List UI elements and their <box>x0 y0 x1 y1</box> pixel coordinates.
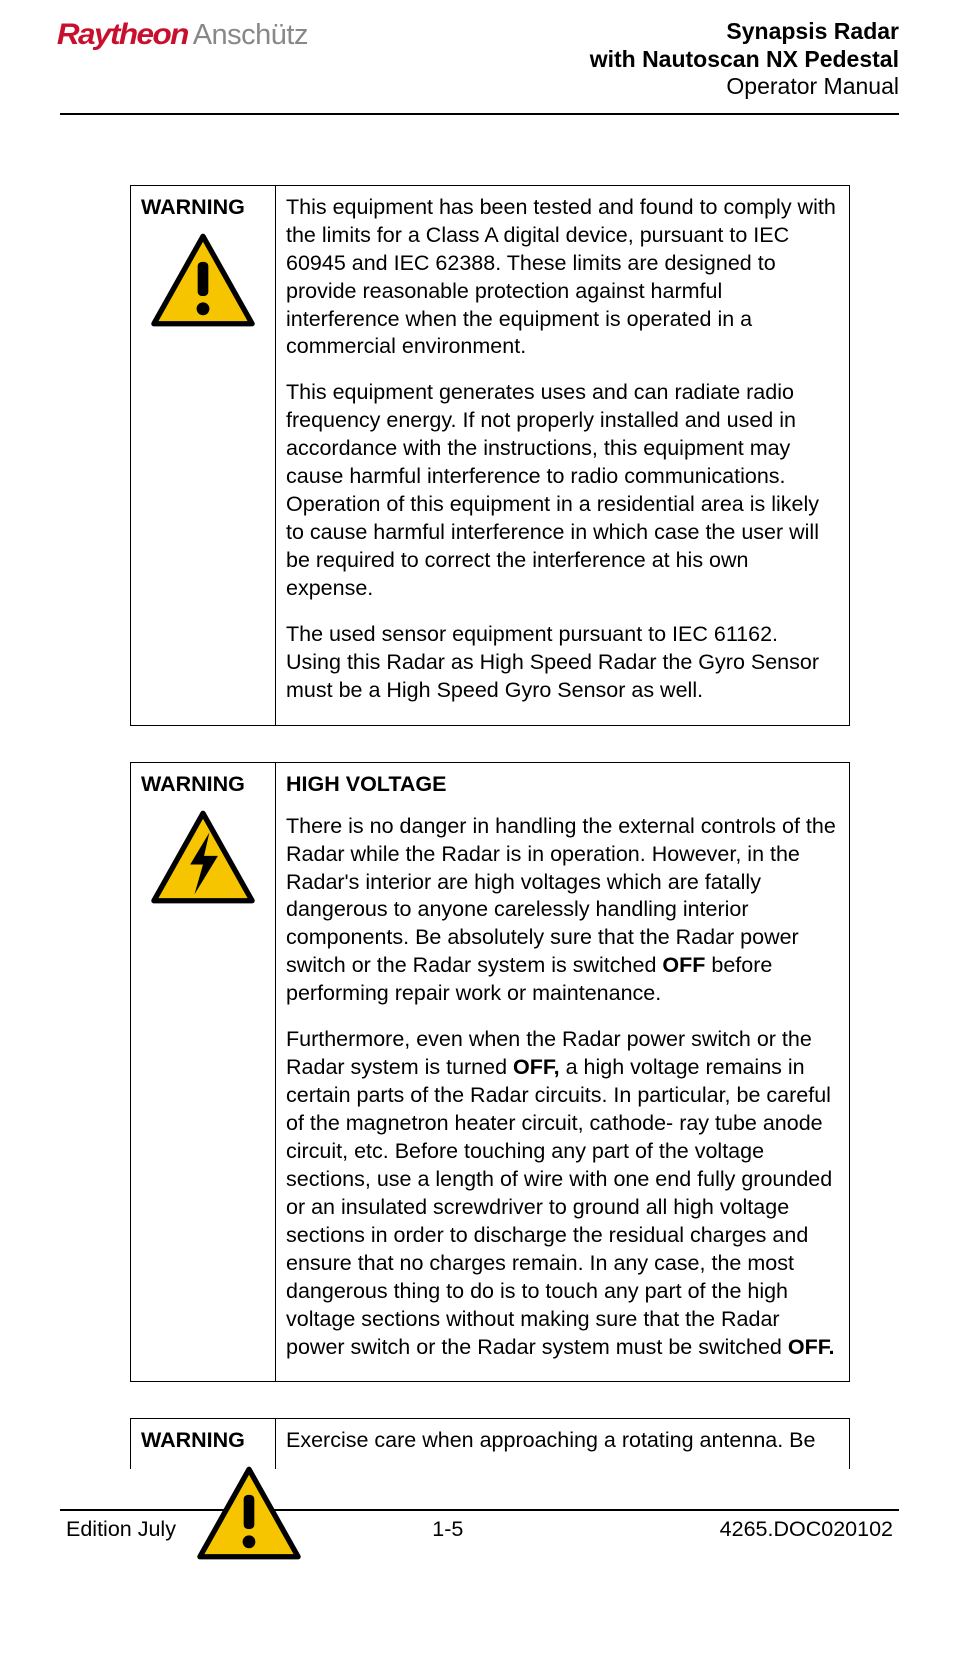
logo-block: Raytheon Anschütz <box>60 18 308 52</box>
warning-general-icon <box>141 232 265 328</box>
page-content: WARNING This equipment has been tested a… <box>60 115 899 1470</box>
footer-page-number: 1-5 <box>432 1517 463 1542</box>
warning2-subtitle: HIGH VOLTAGE <box>286 771 839 799</box>
warning1-p2: This equipment generates uses and can ra… <box>286 379 839 603</box>
page: Raytheon Anschütz Synapsis Radar with Na… <box>0 0 959 1568</box>
warning-left-cell: WARNING <box>131 762 276 1382</box>
warning-left-cell: WARNING <box>131 185 276 725</box>
doc-title-line3: Operator Manual <box>590 73 899 101</box>
header-titles: Synapsis Radar with Nautoscan NX Pedesta… <box>590 18 899 101</box>
warning-label: WARNING <box>141 1427 265 1455</box>
warning-box-1: WARNING This equipment has been tested a… <box>130 185 850 726</box>
warning1-p1: This equipment has been tested and found… <box>286 194 839 362</box>
warning3-p1: Exercise care when approaching a rotatin… <box>286 1428 815 1452</box>
warning-text-cell: HIGH VOLTAGE There is no danger in handl… <box>276 762 850 1382</box>
footer-rule <box>60 1509 899 1511</box>
warning1-p3: The used sensor equipment pursuant to IE… <box>286 621 839 705</box>
warning-label: WARNING <box>141 194 265 222</box>
warning-label: WARNING <box>141 771 265 799</box>
doc-title-line2: with Nautoscan NX Pedestal <box>590 46 899 74</box>
warning-text-cell: This equipment has been tested and found… <box>276 185 850 725</box>
footer-doc-id: 4265.DOC020102 <box>720 1517 893 1542</box>
warning1-p3b: Using this Radar as High Speed Radar the… <box>286 650 819 702</box>
warning-box-2: WARNING HIGH VOLTAGE There is no danger … <box>130 762 850 1383</box>
warning1-p3a: The used sensor equipment pursuant to IE… <box>286 622 778 646</box>
anschutz-logo: Anschütz <box>193 19 308 52</box>
doc-title-line1: Synapsis Radar <box>590 18 899 46</box>
page-footer: Edition July 1-5 4265.DOC020102 <box>60 1509 899 1568</box>
warning2-p2: Furthermore, even when the Radar power s… <box>286 1026 839 1361</box>
warning-text-cell: Exercise care when approaching a rotatin… <box>276 1419 850 1469</box>
page-header: Raytheon Anschütz Synapsis Radar with Na… <box>60 18 899 101</box>
warning2-p1: There is no danger in handling the exter… <box>286 813 839 1009</box>
warning-box-3: WARNING Exercise care when approaching a… <box>130 1418 850 1469</box>
warning-general-icon <box>195 1465 303 1566</box>
raytheon-logo: Raytheon <box>57 18 188 52</box>
footer-edition: Edition July <box>66 1517 176 1542</box>
warning-highvoltage-icon <box>141 809 265 905</box>
warning-left-cell: WARNING <box>131 1419 276 1469</box>
footer-row: Edition July 1-5 4265.DOC020102 <box>60 1517 899 1568</box>
